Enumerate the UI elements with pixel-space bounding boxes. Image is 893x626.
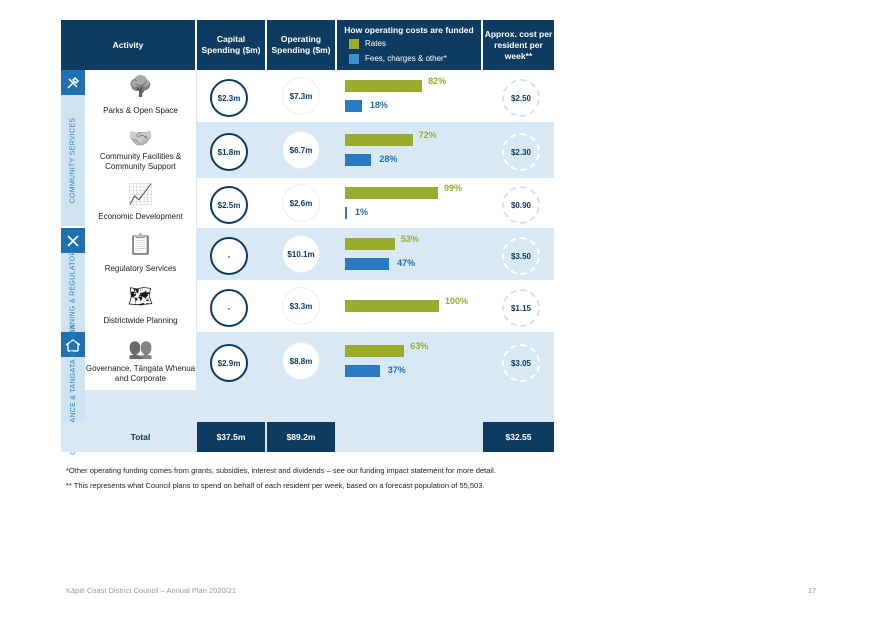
- activity-cell: 🤝 Community Facilities & Community Suppor…: [85, 122, 197, 178]
- activity-cell: 👥 Governance, Tāngata Whenua and Corporat…: [85, 332, 197, 390]
- rates-percent: 53%: [400, 234, 419, 244]
- total-row: Total $37.5m $89.2m $32.55: [61, 422, 554, 452]
- rates-percent: 99%: [444, 183, 463, 193]
- rates-percent: 63%: [410, 341, 429, 351]
- fees-percent: 47%: [397, 258, 416, 268]
- activity-cell: 🌳 Parks & Open Space: [85, 70, 197, 122]
- people-group-icon: 👥: [128, 338, 153, 360]
- activity-label: Economic Development: [98, 212, 183, 221]
- operating-value: $7.3m: [283, 78, 319, 114]
- table-row: 📋 Regulatory Services - $10.1m 53% 47% $3.50: [85, 228, 554, 280]
- weekly-cost-value: $2.30: [502, 133, 540, 171]
- fees-percent: 18%: [369, 100, 388, 110]
- rates-bar: [345, 187, 439, 199]
- header-per-resident: Approx. cost per resident per week**: [483, 20, 554, 70]
- activity-cell: 🗺 Districtwide Planning: [85, 280, 197, 332]
- spending-table: Activity Capital Spending ($m) Operating…: [61, 20, 554, 455]
- fees-percent: 28%: [379, 154, 398, 164]
- weekly-cost-value: $3.50: [502, 237, 540, 275]
- weekly-cost-value: $3.05: [502, 344, 540, 382]
- activity-label: Parks & Open Space: [103, 106, 178, 115]
- total-weekly: $32.55: [483, 422, 554, 452]
- handshake-icon: 🤝: [128, 128, 153, 150]
- footnote-1: *Other operating funding comes from gran…: [66, 466, 496, 475]
- rates-percent: 72%: [418, 130, 437, 140]
- fees-percent: 1%: [355, 207, 369, 217]
- meeting-house-icon: [61, 332, 85, 357]
- activity-label: Governance, Tāngata Whenua and Corporate: [85, 364, 196, 383]
- rates-bar: [345, 345, 405, 357]
- table-row: 👥 Governance, Tāngata Whenua and Corporat…: [85, 332, 554, 390]
- ruler-pencil-icon: [61, 228, 85, 253]
- table-row: 🤝 Community Facilities & Community Suppor…: [85, 122, 554, 178]
- spacer-row: [85, 390, 554, 422]
- fees-percent: 37%: [387, 365, 406, 375]
- header-activity: Activity: [61, 20, 195, 70]
- weekly-cost-value: $2.50: [502, 79, 540, 117]
- legend-rates-swatch: [349, 39, 359, 49]
- page-number: 17: [808, 586, 817, 595]
- operating-value: $2.6m: [283, 185, 319, 221]
- weekly-cost-value: $1.15: [502, 289, 540, 327]
- capital-value: $1.8m: [210, 133, 248, 171]
- legend-fees-swatch: [349, 54, 359, 64]
- total-label: Total: [85, 422, 196, 452]
- rates-bar: [345, 80, 423, 92]
- fees-bar: [345, 258, 390, 270]
- fees-bar: [345, 100, 362, 112]
- operating-value: $3.3m: [283, 288, 319, 324]
- legend-rates-label: Rates: [365, 39, 386, 48]
- operating-value: $8.8m: [283, 343, 319, 379]
- operating-value: $6.7m: [283, 132, 319, 168]
- total-operating: $89.2m: [267, 422, 335, 452]
- footnote-2: ** This represents what Council plans to…: [66, 481, 485, 490]
- activity-cell: 📋 Regulatory Services: [85, 228, 197, 280]
- total-capital: $37.5m: [197, 422, 265, 452]
- fees-bar: [345, 365, 380, 377]
- header-operating: Operating Spending ($m): [267, 20, 335, 70]
- table-row: 🗺 Districtwide Planning - $3.3m 100% $1.15: [85, 280, 554, 332]
- group-label-community: COMMUNITY SERVICES: [69, 117, 77, 204]
- rates-bar: [345, 300, 439, 312]
- legend-fees-label: Fees, charges & other*: [365, 54, 447, 63]
- activity-label: Community Facilities & Community Support: [99, 152, 182, 171]
- clipboard-check-icon: 📋: [128, 234, 153, 256]
- header-funded-title: How operating costs are funded: [344, 25, 474, 35]
- growth-chart-icon: 📈: [128, 184, 153, 206]
- activity-label: Regulatory Services: [104, 264, 177, 273]
- rates-bar: [345, 134, 413, 146]
- capital-value: $2.9m: [210, 344, 248, 382]
- capital-value: -: [210, 237, 248, 275]
- operating-value: $10.1m: [283, 236, 319, 272]
- fees-bar: [345, 154, 372, 166]
- group-community-services: [61, 70, 85, 226]
- activity-cell: 📈 Economic Development: [85, 178, 197, 228]
- capital-value: $2.5m: [210, 186, 248, 224]
- group-label-governance: GOVERNANCE & TANGATA WHENUA: [69, 324, 77, 455]
- rates-percent: 82%: [428, 76, 447, 86]
- capital-value: -: [210, 289, 248, 327]
- table-row: 🌳 Parks & Open Space $2.3m $7.3m 82% 18% $2.50: [85, 70, 554, 122]
- rates-bar: [345, 238, 395, 250]
- tree-icon: 🌳: [128, 76, 153, 98]
- activity-label: Districtwide Planning: [103, 316, 178, 325]
- rates-percent: 100%: [445, 296, 469, 306]
- header-capital: Capital Spending ($m): [197, 20, 265, 70]
- fees-bar: [345, 207, 347, 219]
- map-icon: 🗺: [127, 286, 154, 308]
- table-row: 📈 Economic Development $2.5m $2.6m 99% 1% $0.9…: [85, 178, 554, 228]
- capital-value: $2.3m: [210, 79, 248, 117]
- header-funded: How operating costs are funded Rates Fee…: [337, 20, 481, 70]
- weekly-cost-value: $0.90: [502, 186, 540, 224]
- document-title-footer: Kāpiti Coast District Council – Annual P…: [66, 586, 237, 595]
- tools-icon: [61, 70, 85, 95]
